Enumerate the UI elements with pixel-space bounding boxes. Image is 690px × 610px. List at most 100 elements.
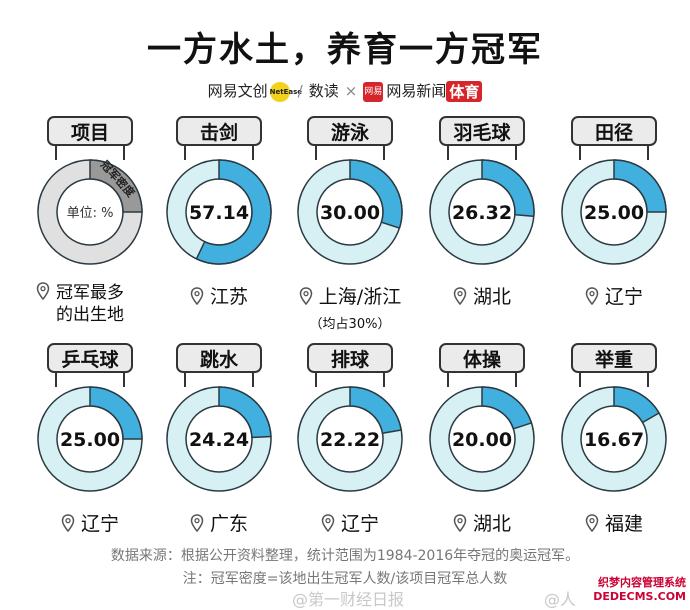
location-text: 福建	[604, 513, 643, 535]
location-pin-icon	[299, 287, 313, 305]
donut-chart: 24.24	[166, 386, 272, 492]
brand-bar: 网易文创 NetEase/数读 × 网易 网易新闻 体育	[0, 80, 690, 102]
location-pin-icon	[585, 287, 599, 305]
connector-line	[55, 146, 57, 160]
location-pin-icon	[190, 287, 204, 305]
value-label: 30.00	[320, 202, 380, 224]
value-label: 16.67	[584, 429, 644, 451]
location-pin-icon	[36, 282, 50, 300]
connector-line	[252, 146, 254, 160]
connector-line	[515, 146, 517, 160]
category-label: 跳水	[176, 343, 262, 373]
location-text: 湖北	[472, 286, 511, 308]
watermark-left: @第一财经日报	[292, 590, 405, 609]
category-label: 羽毛球	[439, 116, 525, 146]
location-text: 辽宁	[80, 513, 119, 535]
value-label: 25.00	[60, 429, 120, 451]
donut-slice	[481, 159, 535, 218]
location-label: 湖北	[424, 282, 540, 309]
connector-line	[123, 146, 125, 160]
location-pin-icon	[453, 514, 467, 532]
value-label: 20.00	[452, 429, 512, 451]
connector-line	[515, 373, 517, 387]
donut-chart: 25.00	[561, 159, 667, 265]
connector-line	[579, 146, 581, 160]
connector-line	[315, 146, 317, 160]
connector-line	[447, 373, 449, 387]
value-label: 57.14	[189, 202, 249, 224]
connector-line	[184, 373, 186, 387]
legend-location-line2: 的出生地	[56, 305, 124, 325]
donut-chart: 22.22	[297, 386, 403, 492]
donut-slice	[481, 386, 533, 430]
location-text: 上海/浙江	[318, 286, 402, 308]
legend-slice	[89, 159, 143, 213]
corner-watermark-line2: DEDECMS.COM	[593, 590, 686, 603]
location-text: 江苏	[209, 286, 248, 308]
connector-line	[383, 373, 385, 387]
connector-line	[447, 146, 449, 160]
connector-line	[315, 373, 317, 387]
location-label: 上海/浙江 （均占30%）	[292, 282, 408, 332]
category-label: 乒乓球	[47, 343, 133, 373]
value-label: 22.22	[320, 429, 380, 451]
donut-slice	[349, 386, 403, 435]
location-label: 辽宁	[292, 509, 408, 536]
legend-label: 项目	[47, 116, 133, 146]
footer-note: 注：冠军密度=该地出生冠军人数/该项目冠军总人数	[182, 571, 508, 587]
legend-unit: 单位: %	[67, 206, 114, 221]
donut-slice	[195, 159, 272, 265]
donut-chart: 20.00	[429, 386, 535, 492]
donut-chart: 25.00	[37, 386, 143, 492]
location-text: 广东	[209, 513, 248, 535]
category-label: 体操	[439, 343, 525, 373]
watermark-right: @人	[544, 590, 577, 609]
connector-line	[647, 146, 649, 160]
location-label: 辽宁	[556, 282, 672, 309]
category-label: 排球	[307, 343, 393, 373]
value-label: 26.32	[452, 202, 512, 224]
connector-line	[383, 146, 385, 160]
donut-slice	[613, 159, 667, 213]
brand-shudu: 数读	[308, 82, 339, 100]
connector-line	[123, 373, 125, 387]
legend-location: 冠军最多 的出生地	[36, 282, 152, 326]
netease-badge-icon: NetEase	[269, 81, 302, 102]
location-pin-icon	[321, 514, 335, 532]
legend-location-line1: 冠军最多	[56, 283, 124, 303]
category-label: 举重	[571, 343, 657, 373]
donut-chart: 16.67	[561, 386, 667, 492]
location-label: 福建	[556, 509, 672, 536]
location-label: 辽宁	[32, 509, 148, 536]
brand-news: 网易新闻	[386, 82, 447, 100]
location-text: 辽宁	[340, 513, 379, 535]
category-label: 游泳	[307, 116, 393, 146]
donut-chart: 30.00	[297, 159, 403, 265]
brand-sports-badge: 体育	[446, 81, 483, 102]
location-note: （均占30%）	[309, 317, 391, 332]
location-pin-icon	[190, 514, 204, 532]
location-pin-icon	[61, 514, 75, 532]
connector-line	[184, 146, 186, 160]
donut-chart: 57.14	[166, 159, 272, 265]
donut-slice	[89, 386, 143, 440]
connector-line	[252, 373, 254, 387]
location-pin-icon	[453, 287, 467, 305]
category-label: 击剑	[176, 116, 262, 146]
location-text: 湖北	[472, 513, 511, 535]
donut-slice	[613, 386, 661, 424]
donut-slice	[349, 159, 403, 230]
location-label: 江苏	[161, 282, 277, 309]
location-label: 湖北	[424, 509, 540, 536]
location-text: 辽宁	[604, 286, 643, 308]
page-title: 一方水土，养育一方冠军	[147, 30, 543, 70]
connector-line	[55, 373, 57, 387]
brand-cross: ×	[344, 82, 358, 100]
value-label: 24.24	[189, 429, 249, 451]
footer-source: 数据来源：根据公开资料整理，统计范围为1984-2016年夺冠的奥运冠军。	[110, 548, 580, 564]
corner-watermark-line1: 织梦内容管理系统	[598, 576, 686, 589]
donut-chart: 26.32	[429, 159, 535, 265]
connector-line	[579, 373, 581, 387]
brand-netease-culture: 网易文创	[207, 82, 268, 100]
